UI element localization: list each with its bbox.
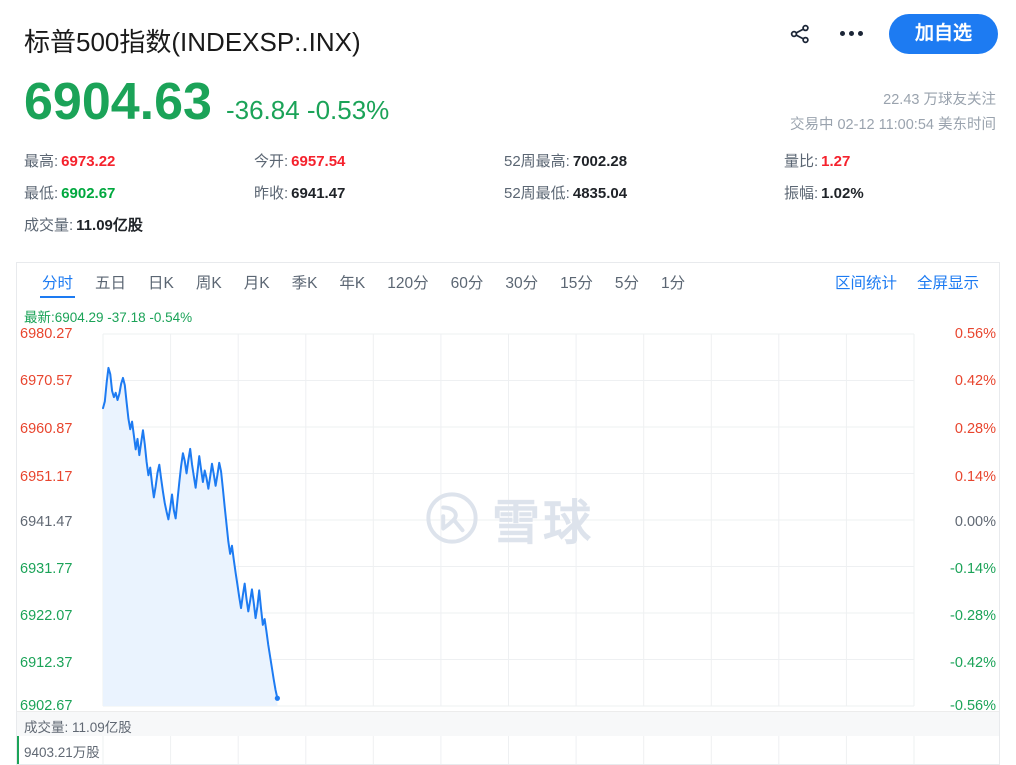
tab-60min[interactable]: 60分: [450, 274, 484, 292]
share-icon: [790, 24, 809, 44]
stat-high: 最高: 6973.22: [24, 150, 254, 171]
stat-volume-ratio: 量比: 1.27: [784, 150, 984, 171]
quote-meta: 22.43 万球友关注 交易中 02-12 11:00:54 美东时间: [790, 88, 996, 139]
stat-prev-close: 昨收: 6941.47: [254, 182, 504, 203]
stat-volume: 成交量: 11.09亿股: [24, 214, 504, 235]
stat-open: 今开: 6957.54: [254, 150, 504, 171]
stat-value: 6902.67: [61, 185, 116, 202]
stat-value: 1.02%: [821, 185, 864, 202]
stat-value: 6957.54: [291, 153, 346, 170]
price-line: [102, 366, 279, 700]
stat-value: 4835.04: [572, 185, 628, 202]
chart-latest-readout: 最新:6904.29 -37.18 -0.54%: [24, 310, 193, 325]
last-price-dot: [274, 695, 280, 701]
tab-yearly-k[interactable]: 年K: [339, 274, 366, 292]
stat-label: 振幅:: [784, 185, 819, 202]
price-chart-svg: [102, 333, 915, 707]
stat-label: 52周最高:: [504, 153, 570, 170]
stat-label: 最低:: [24, 185, 59, 202]
header-actions: 加自选: [785, 14, 998, 54]
stat-low: 最低: 6902.67: [24, 182, 254, 203]
market-status: 交易中 02-12 11:00:54 美东时间: [789, 117, 996, 134]
stat-value: 6973.22: [61, 153, 116, 170]
stat-label: 量比:: [784, 153, 819, 170]
chart-tabbar: 分时 五日 日K 周K 月K 季K 年K 120分 60分 30分 15分 5分…: [16, 262, 1000, 300]
stat-value: 11.09亿股: [76, 217, 143, 234]
volume-axis-label: 9403.21万股: [24, 745, 100, 760]
volume-band: 成交量: 11.09亿股: [17, 711, 999, 736]
stat-label: 最高:: [24, 153, 59, 170]
page-title: 标普500指数(INDEXSP:.INX): [24, 27, 361, 57]
stat-label: 52周最低:: [504, 185, 570, 202]
period-tabs: 分时 五日 日K 周K 月K 季K 年K 120分 60分 30分 15分 5分…: [17, 263, 696, 300]
stats-grid: 最高: 6973.22 今开: 6957.54 52周最高: 7002.28 量比: 1…: [24, 150, 989, 235]
volume-gridlines: [102, 736, 915, 764]
stat-52w-high: 52周最高: 7002.28: [504, 150, 784, 171]
stat-52w-low: 52周最低: 4835.04: [504, 182, 784, 203]
tab-weekly-k[interactable]: 周K: [195, 274, 222, 292]
more-button[interactable]: [837, 19, 867, 49]
tab-30min[interactable]: 30分: [505, 274, 539, 292]
stat-value: 1.27: [821, 153, 851, 170]
stat-label: 成交量:: [24, 217, 74, 234]
range-stats-link[interactable]: 区间统计: [834, 274, 897, 292]
volume-plot[interactable]: [17, 736, 999, 764]
stat-amplitude: 振幅: 1.02%: [784, 182, 984, 203]
tab-fenshi[interactable]: 分时: [31, 263, 84, 300]
tab-wuri[interactable]: 五日: [95, 274, 127, 292]
volume-band-label: 成交量: 11.09亿股: [24, 720, 132, 735]
stat-label: 今开:: [254, 153, 289, 170]
chart-tools: 区间统计 全屏显示: [835, 271, 999, 293]
price-area: [103, 367, 278, 706]
tab-monthly-k[interactable]: 月K: [243, 274, 270, 292]
tab-5min[interactable]: 5分: [614, 274, 639, 292]
add-watchlist-button[interactable]: 加自选: [888, 14, 998, 54]
price-block: 6904.63 -36.84 -0.53%: [24, 76, 389, 128]
tab-daily-k[interactable]: 日K: [148, 274, 174, 292]
tab-1min[interactable]: 1分: [661, 274, 686, 292]
followers-count: 22.43 万球友关注: [883, 92, 996, 108]
page-header: 标普500指数(INDEXSP:.INX) 加自选: [0, 0, 1016, 70]
more-icon: [840, 31, 864, 37]
price-change: -36.84 -0.53%: [225, 95, 390, 125]
share-button[interactable]: [785, 19, 815, 49]
last-price: 6904.63: [24, 73, 212, 131]
stat-label: 昨收:: [254, 185, 289, 202]
tab-quarterly-k[interactable]: 季K: [291, 274, 318, 292]
stat-value: 6941.47: [291, 185, 346, 202]
tab-120min[interactable]: 120分: [387, 274, 429, 292]
price-plot[interactable]: 雪球 6980.27 6970.57 6960.87 6951.17 6941.…: [17, 326, 999, 714]
fullscreen-link[interactable]: 全屏显示: [916, 274, 979, 292]
stat-value: 7002.28: [572, 153, 628, 170]
tab-15min[interactable]: 15分: [560, 274, 593, 292]
chart-container[interactable]: 最新:6904.29 -37.18 -0.54% 雪球 6980.27 6970…: [16, 300, 1000, 765]
volume-chart-svg: [17, 736, 915, 764]
